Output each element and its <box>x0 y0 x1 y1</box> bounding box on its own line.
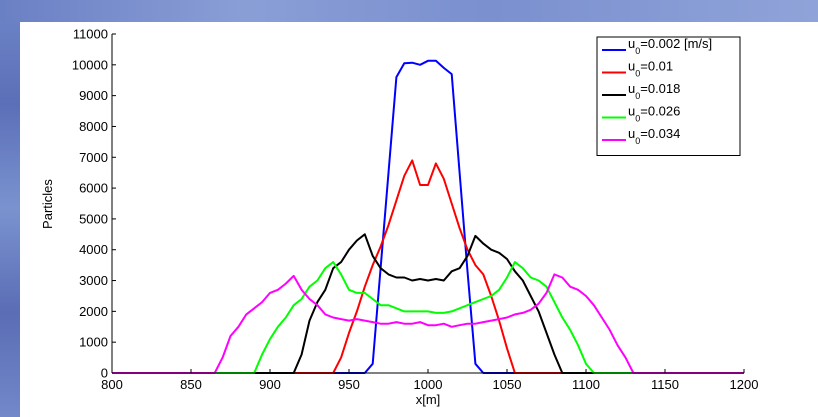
legend-label: u0=0.002 [m/s] <box>628 36 712 56</box>
y-tick-label: 2000 <box>79 304 108 319</box>
legend-label: u0=0.018 <box>628 81 680 101</box>
legend-label: u0=0.01 <box>628 59 673 79</box>
legend-label: u0=0.034 <box>628 126 680 146</box>
legend-box <box>596 36 741 156</box>
x-tick-label: 850 <box>180 377 202 392</box>
x-tick-label: 1050 <box>493 377 522 392</box>
x-tick-label: 900 <box>259 377 281 392</box>
x-tick-label: 1150 <box>651 377 679 392</box>
axes-layer: 800 850 900 950 1000 1050 1100 1150 1200 0 1000 200… <box>72 27 759 393</box>
series-line-4 <box>112 261 744 374</box>
series-line-3 <box>112 233 744 374</box>
x-tick-label: 1100 <box>572 377 600 392</box>
y-tick-label: 0 <box>101 366 108 381</box>
y-tick-label: 4000 <box>79 242 108 257</box>
x-tick-label: 800 <box>101 377 123 392</box>
y-tick-label: 7000 <box>79 150 108 165</box>
y-tick-label: 11000 <box>73 27 108 42</box>
series-line-5 <box>112 273 744 374</box>
y-tick-label: 8000 <box>79 119 108 134</box>
y-axis-title: Particles <box>40 179 55 229</box>
y-tick-label: 1000 <box>79 335 108 350</box>
series-layer <box>112 59 744 374</box>
y-tick-label: 9000 <box>79 88 108 103</box>
x-tick-label: 1200 <box>730 377 759 392</box>
legend-label: u0=0.026 <box>628 104 680 124</box>
y-tick-label: 3000 <box>79 273 108 288</box>
series-line-2 <box>112 159 744 374</box>
slide-background-left <box>0 0 20 417</box>
series-line-1 <box>112 59 744 374</box>
x-axis-title: x[m] <box>416 392 441 407</box>
y-tick-label: 5000 <box>79 211 108 226</box>
x-tick-label: 1000 <box>414 377 443 392</box>
y-tick-label: 6000 <box>79 181 108 196</box>
slide-background-top <box>0 0 818 22</box>
y-tick-label: 10000 <box>72 57 108 72</box>
x-tick-label: 950 <box>338 377 360 392</box>
